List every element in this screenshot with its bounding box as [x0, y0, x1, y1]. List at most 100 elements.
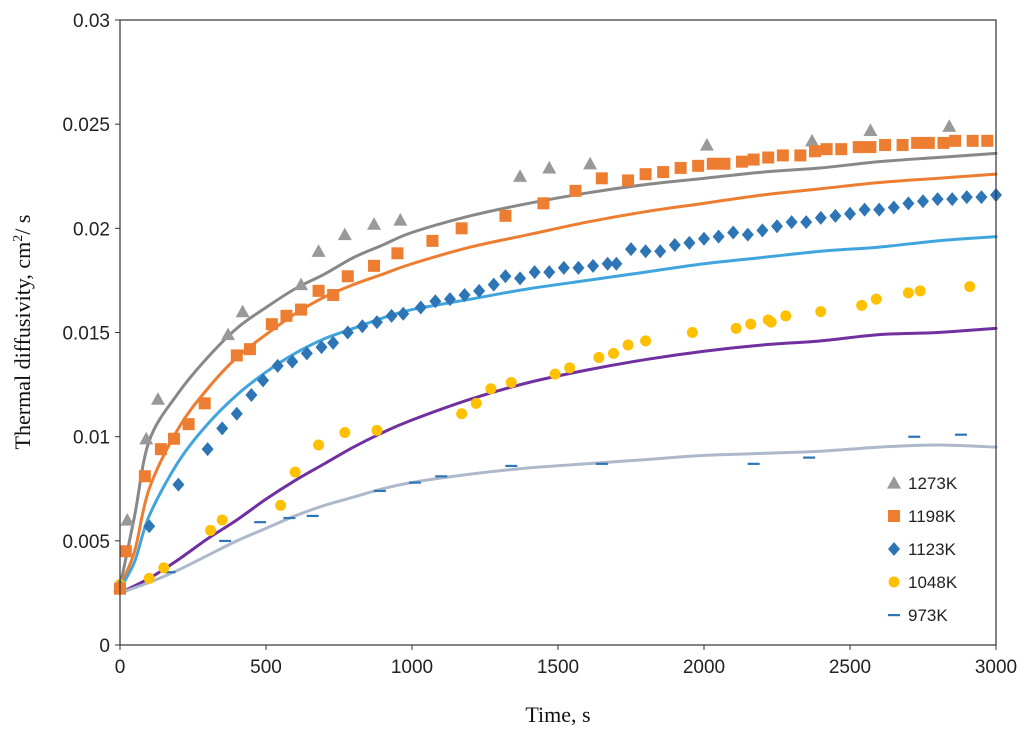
- data-point-1198K: [835, 143, 848, 156]
- data-point-1123K: [917, 194, 929, 209]
- data-point-1123K: [800, 215, 813, 230]
- data-point-1273K: [583, 156, 598, 170]
- x-axis-ticks: 0 500 1000 1500 2000 2500 3000: [115, 645, 1017, 678]
- data-point-1123K: [727, 225, 740, 240]
- data-point-1048K: [607, 347, 619, 359]
- data-point-1123K: [683, 235, 696, 250]
- fit-curve-973K: [118, 443, 998, 595]
- data-point-1123K: [587, 258, 600, 273]
- legend-label-1123K: 1123K: [908, 540, 957, 559]
- legend-item-973K: 973K: [888, 606, 948, 625]
- data-point-1048K: [730, 322, 742, 334]
- data-point-1123K: [356, 319, 369, 334]
- data-point-1273K: [120, 513, 135, 526]
- data-point-1198K: [341, 270, 354, 283]
- data-point-1123K: [639, 244, 652, 259]
- data-point-1048K: [289, 466, 301, 478]
- data-point-973K: [505, 464, 518, 468]
- data-point-1123K: [712, 229, 725, 244]
- data-point-1198K: [198, 397, 211, 410]
- data-point-1198K: [265, 318, 278, 331]
- data-point-1123K: [172, 477, 185, 492]
- data-point-1048K: [780, 310, 792, 322]
- data-point-1123K: [814, 210, 827, 225]
- legend-marker-1273K: [887, 476, 901, 489]
- data-point-1198K: [154, 443, 167, 456]
- data-point-1123K: [487, 277, 500, 292]
- data-point-1123K: [315, 340, 328, 355]
- y-tick-label: 0: [99, 636, 110, 657]
- x-tick-label: 2500: [829, 657, 871, 678]
- data-point-1198K: [735, 155, 748, 168]
- data-point-1198K: [718, 157, 731, 170]
- data-point-1123K: [245, 388, 258, 402]
- data-point-1048K: [914, 285, 926, 297]
- data-point-1198K: [537, 197, 550, 210]
- data-point-1123K: [785, 215, 798, 230]
- data-point-1273K: [139, 431, 154, 445]
- legend-item-1273K: 1273K: [887, 474, 958, 493]
- y-axis-title-superscript: 2: [11, 235, 26, 242]
- data-point-1198K: [639, 168, 652, 181]
- legend-marker-1123K: [888, 542, 900, 556]
- data-point-1198K: [119, 545, 132, 558]
- data-point-1198K: [295, 303, 308, 316]
- data-point-1198K: [595, 172, 608, 185]
- series-1273K: [113, 119, 957, 593]
- data-point-1123K: [286, 354, 299, 369]
- data-point-1123K: [514, 271, 527, 286]
- data-point-1048K: [686, 327, 698, 338]
- series-973K: [114, 433, 967, 593]
- data-point-1198K: [312, 284, 325, 297]
- data-point-1198K: [368, 259, 381, 272]
- y-axis-title: Thermal diffusivity, cm2/ s: [10, 215, 35, 450]
- data-point-1198K: [657, 166, 670, 179]
- data-point-1123K: [473, 283, 486, 298]
- data-point-1048K: [902, 287, 914, 299]
- data-point-1273K: [513, 169, 528, 182]
- series-1198K: [114, 134, 994, 595]
- data-point-1048K: [593, 352, 605, 363]
- data-point-1123K: [443, 292, 456, 307]
- plot-area-border: [119, 19, 997, 646]
- data-point-1048K: [745, 318, 757, 330]
- legend-marker-973K: [888, 614, 900, 617]
- data-point-1198K: [168, 432, 181, 445]
- data-point-1123K: [829, 208, 842, 223]
- data-point-1198K: [243, 343, 256, 356]
- data-point-1123K: [257, 373, 270, 388]
- data-point-1048K: [371, 424, 383, 436]
- y-tick-label: 0.005: [62, 532, 110, 553]
- data-point-1123K: [397, 306, 410, 321]
- data-point-1048K: [158, 562, 170, 574]
- data-point-1273K: [337, 227, 352, 241]
- legend-item-1048K: 1048K: [888, 573, 958, 592]
- data-point-1198K: [747, 153, 760, 166]
- data-point-1273K: [294, 277, 309, 291]
- data-point-1123K: [844, 206, 856, 221]
- legend-label-1273K: 1273K: [908, 474, 958, 493]
- data-point-1198K: [706, 157, 719, 170]
- data-point-1048K: [505, 377, 517, 388]
- data-point-1048K: [856, 299, 868, 311]
- data-point-1123K: [385, 308, 398, 323]
- data-point-1048K: [339, 427, 351, 438]
- data-point-1123K: [230, 406, 243, 421]
- data-point-1123K: [458, 288, 471, 302]
- series-1123K: [114, 188, 1002, 594]
- data-point-1048K: [622, 339, 634, 351]
- data-point-1198K: [922, 136, 935, 149]
- data-point-1273K: [699, 138, 714, 151]
- data-point-1198K: [864, 141, 877, 154]
- data-point-1123K: [528, 265, 541, 280]
- data-point-1048K: [765, 316, 777, 328]
- fit-curve-1198K: [118, 172, 998, 589]
- data-point-1123K: [698, 231, 710, 246]
- data-point-1123K: [975, 190, 988, 205]
- data-point-1273K: [235, 304, 250, 318]
- y-tick-label: 0.03: [73, 11, 110, 32]
- legend-marker-1048K: [888, 576, 900, 588]
- data-point-973K: [435, 475, 448, 478]
- data-point-1048K: [143, 572, 155, 584]
- data-point-1198K: [138, 470, 151, 483]
